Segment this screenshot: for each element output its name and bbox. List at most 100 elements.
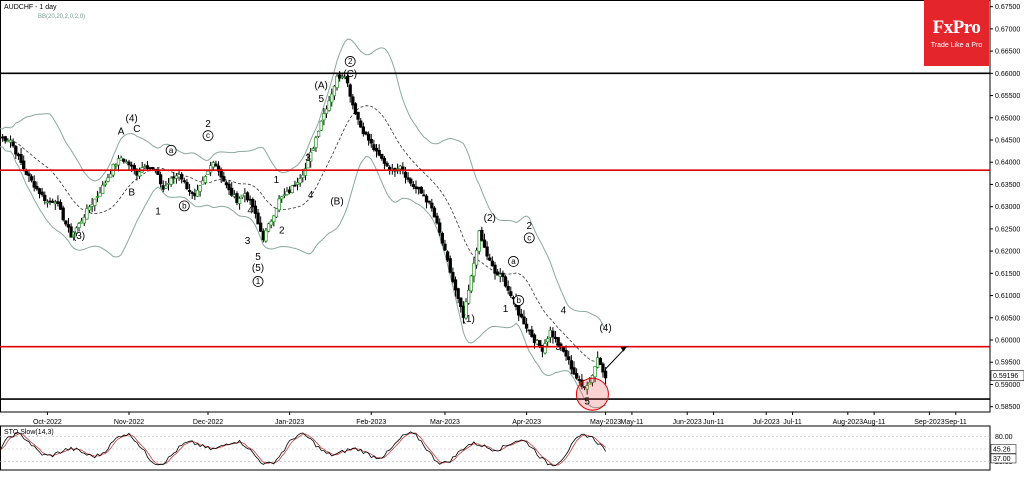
candle-body — [359, 120, 363, 128]
date-tick-label: Sep-11 — [945, 419, 967, 426]
candle-body — [598, 358, 602, 365]
candle-body — [22, 160, 26, 169]
candle-body — [85, 208, 89, 220]
candle-body — [482, 239, 487, 248]
stochastic-main-line — [0, 431, 606, 467]
candle-body — [330, 93, 334, 103]
date-tick-label: Jul-2023 — [753, 419, 780, 426]
logo-tagline: Trade Like a Pro — [930, 42, 983, 49]
wave-label: 4 — [247, 205, 253, 216]
candle-body — [303, 168, 308, 176]
candle-body — [56, 201, 60, 204]
candle-body — [538, 340, 542, 347]
wave-label: 2 — [348, 57, 353, 66]
candle-body — [37, 188, 42, 194]
wave-label: A — [118, 127, 125, 138]
candle-body — [119, 157, 123, 161]
candle-body — [585, 385, 589, 390]
wave-label: 1 — [155, 207, 161, 218]
candle-body — [264, 229, 268, 242]
candle-body — [227, 183, 231, 191]
wave-label: 3 — [305, 153, 311, 164]
candle-body — [522, 316, 526, 325]
candle-body — [16, 153, 21, 157]
price-tick-label: 0.60500 — [995, 315, 1020, 322]
wave-label-circle — [252, 276, 264, 287]
candle-body — [298, 178, 302, 184]
candle-body — [40, 191, 44, 195]
wave-label: b — [182, 201, 187, 210]
candle-body — [235, 193, 239, 203]
candle-body — [164, 185, 168, 189]
candle-body — [45, 201, 50, 204]
date-tick-label: Jan-2023 — [275, 419, 304, 426]
wave-label: (2) — [484, 213, 496, 224]
candle-body — [385, 162, 389, 167]
candle-body — [311, 148, 315, 151]
stochastic-pane-frame — [0, 425, 991, 471]
candle-body — [248, 198, 252, 201]
candle-body — [237, 198, 242, 204]
candle-body — [72, 231, 76, 238]
candle-body — [561, 347, 566, 352]
stochastic-value-box — [990, 444, 1017, 454]
bollinger-lower-band — [0, 146, 606, 409]
candle-body — [58, 201, 63, 210]
candle-body — [451, 272, 455, 282]
candle-body — [108, 173, 113, 178]
candle-body — [601, 363, 605, 373]
candle-body — [319, 120, 323, 131]
candle-body — [398, 165, 402, 170]
candle-body — [596, 357, 600, 368]
candle-body — [535, 340, 539, 345]
chart-subtitle: BB(20,20,2,0,2,0) — [38, 14, 85, 20]
logo-brand: FxPro — [932, 17, 981, 38]
candle-body — [498, 273, 502, 277]
current-price-label: 0.59196 — [993, 373, 1018, 380]
date-tick-label: Aug-2023 — [833, 419, 863, 426]
candle-body — [266, 223, 271, 232]
candle-body — [366, 133, 371, 141]
candle-body — [53, 202, 57, 205]
candle-body — [148, 167, 152, 170]
price-tick-label: 0.61000 — [995, 293, 1020, 300]
candle-body — [530, 329, 534, 337]
candle-body — [32, 181, 36, 188]
candle-body — [301, 174, 305, 178]
candle-body — [382, 157, 387, 164]
candle-body — [137, 171, 142, 177]
price-tick-label: 0.63000 — [995, 204, 1020, 211]
candle-body — [364, 131, 368, 135]
candle-body — [182, 180, 186, 182]
candle-body — [456, 288, 460, 299]
candle-body — [472, 262, 476, 277]
candle-body — [185, 182, 189, 189]
candle-body — [424, 195, 429, 203]
wave-label: 2 — [526, 221, 532, 232]
candle-body — [114, 164, 118, 167]
candle-body — [353, 103, 358, 115]
candle-body — [187, 190, 192, 192]
candle-body — [101, 184, 105, 194]
candle-body — [216, 165, 221, 172]
wave-label: 5 — [255, 252, 261, 263]
wave-label-circle — [344, 56, 356, 67]
candle-body — [548, 329, 552, 338]
wave-label: B — [128, 188, 135, 199]
candle-body — [158, 174, 163, 185]
candle-body — [27, 173, 31, 177]
candle-body — [203, 176, 208, 183]
candle-body — [251, 199, 255, 208]
candle-body — [430, 202, 434, 209]
candle-body — [282, 194, 287, 197]
candle-body — [19, 154, 23, 163]
candle-body — [411, 184, 416, 187]
wave-label: C — [133, 124, 140, 135]
candle-body — [169, 177, 173, 185]
candle-body — [419, 186, 423, 194]
candle-body — [272, 215, 276, 223]
date-tick-label: Mar-2023 — [430, 419, 460, 426]
candle-body — [332, 85, 337, 97]
wave-label: c — [206, 131, 210, 140]
